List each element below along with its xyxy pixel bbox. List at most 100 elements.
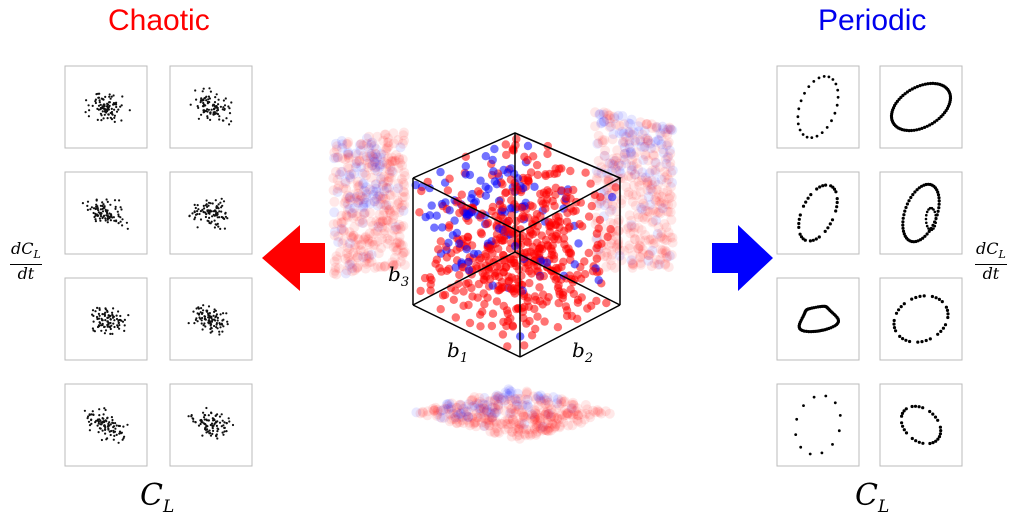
cube-point [608, 192, 617, 202]
phase-point [195, 317, 198, 320]
cube-point [538, 290, 548, 299]
projection-point [522, 387, 533, 398]
projection-point [655, 244, 666, 255]
projection-point [442, 401, 453, 412]
phase-point [801, 133, 805, 136]
phase-point [820, 131, 824, 135]
projection-point [641, 119, 652, 130]
projection-point [626, 215, 637, 226]
projection-point [537, 425, 548, 436]
cube-point [501, 188, 511, 197]
chaotic-panel-frame [64, 277, 148, 361]
phase-point [84, 111, 87, 114]
projection-point [606, 260, 617, 271]
phase-point [826, 226, 830, 230]
projection-point [367, 160, 377, 171]
phase-point [101, 105, 104, 108]
projection-point [656, 139, 667, 150]
projection-point [509, 404, 520, 415]
projection-point [654, 135, 664, 146]
projection-point [660, 248, 671, 259]
phase-point [221, 419, 224, 422]
projection-point [532, 418, 543, 429]
phase-point [226, 323, 229, 326]
phase-point [99, 106, 102, 110]
projection-point [595, 109, 606, 120]
projection-point [637, 248, 648, 259]
projection-point [536, 396, 547, 407]
projection-point [599, 116, 610, 127]
phase-point [97, 108, 100, 111]
projection-point [344, 170, 355, 181]
projection-point [356, 191, 367, 202]
phase-point [231, 423, 235, 427]
projection-point [355, 145, 366, 156]
projection-point [656, 130, 667, 141]
phase-point [112, 307, 115, 310]
phase-point [910, 404, 914, 409]
phase-point [921, 236, 925, 240]
phase-point [917, 127, 921, 131]
phase-point [211, 202, 214, 205]
phase-point [90, 206, 93, 209]
phase-point [910, 297, 914, 301]
projection-point [531, 421, 542, 432]
projection-point [397, 154, 408, 165]
phase-point [109, 326, 112, 329]
projection-point [666, 191, 677, 202]
projection-point [479, 421, 490, 431]
cube-point [480, 300, 489, 309]
projection-point [357, 179, 368, 190]
phase-point [226, 217, 229, 220]
projection-point [368, 186, 379, 196]
projection-point [661, 140, 672, 151]
projection-point [397, 200, 408, 211]
projection-point [558, 417, 569, 428]
phase-point [222, 200, 226, 203]
projection-point [657, 245, 668, 256]
phase-point [222, 318, 225, 321]
projection-point [357, 168, 368, 179]
projection-point [506, 418, 516, 429]
chaotic-title: Chaotic [108, 4, 210, 37]
projection-point [452, 408, 463, 419]
projection-point [561, 407, 572, 418]
cube-point [527, 269, 536, 278]
projection-point [608, 153, 619, 164]
phase-point [111, 418, 114, 422]
projection-point [650, 167, 661, 178]
projection-point [378, 135, 389, 146]
projection-point [375, 199, 386, 209]
phase-point [196, 320, 199, 323]
phase-point [104, 109, 107, 112]
projection-point [454, 417, 465, 428]
phase-point [210, 327, 213, 330]
phase-point [104, 217, 107, 220]
projection-point [568, 412, 579, 423]
phase-point [194, 89, 197, 92]
phase-point [98, 99, 101, 102]
phase-point [110, 416, 113, 419]
phase-point [903, 209, 907, 213]
phase-point [817, 76, 821, 80]
projection-point [643, 177, 653, 187]
projection-point [624, 243, 635, 254]
phase-point [898, 334, 902, 338]
cube-point [512, 261, 521, 271]
chaotic-panel-frame [169, 65, 253, 149]
projection-point [529, 414, 540, 425]
projection-point [429, 404, 440, 415]
projection-point [378, 177, 389, 188]
projection-point [507, 426, 518, 437]
phase-point [213, 308, 216, 311]
projection-point [652, 179, 663, 190]
projection-point [330, 262, 341, 273]
projection-point [330, 265, 341, 276]
projection-point [482, 414, 493, 425]
cube-point [438, 291, 448, 300]
projection-point [530, 406, 541, 416]
cube-point [524, 238, 533, 247]
projection-point [527, 409, 537, 420]
projection-point [646, 183, 657, 194]
phase-point [117, 215, 120, 218]
